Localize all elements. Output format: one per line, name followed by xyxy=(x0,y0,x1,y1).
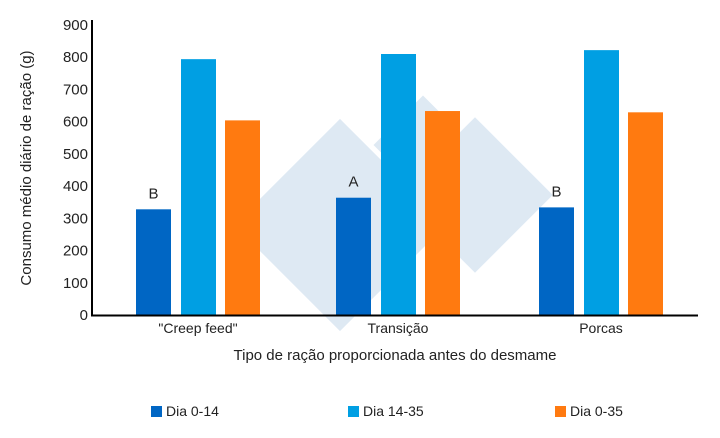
legend-swatch xyxy=(151,406,162,417)
y-axis-label: Consumo médio diário de ração (g) xyxy=(18,50,35,285)
y-tick-label: 0 xyxy=(80,307,88,324)
bar-dia-0-14 xyxy=(539,207,574,315)
bar-dia-14-35 xyxy=(381,54,416,315)
y-tick-label: 500 xyxy=(63,146,88,163)
y-tick-label: 600 xyxy=(63,114,88,131)
legend-swatch xyxy=(348,406,359,417)
bar-dia-0-35 xyxy=(425,111,460,316)
bar-dia-14-35 xyxy=(181,59,216,316)
legend-item: Dia 0-14 xyxy=(151,403,219,419)
bar-dia-0-14 xyxy=(136,209,171,315)
significance-label: A xyxy=(348,174,358,191)
legend-item: Dia 0-35 xyxy=(555,403,623,419)
significance-label: B xyxy=(148,185,158,202)
x-tick-label: Transição xyxy=(368,320,429,336)
y-tick-label: 400 xyxy=(63,178,88,195)
bar-dia-0-35 xyxy=(628,112,663,315)
legend-item: Dia 14-35 xyxy=(348,403,424,419)
bar-dia-0-35 xyxy=(225,120,260,315)
significance-label: B xyxy=(551,183,561,200)
x-tick-label: "Creep feed" xyxy=(158,320,237,336)
y-tick-label: 800 xyxy=(63,49,88,66)
legend-label: Dia 0-35 xyxy=(570,403,623,419)
x-tick-label: Porcas xyxy=(579,320,623,336)
legend-swatch xyxy=(555,406,566,417)
legend-label: Dia 14-35 xyxy=(363,403,424,419)
y-tick-label: 700 xyxy=(63,81,88,98)
bar-dia-14-35 xyxy=(584,50,619,316)
y-tick-label: 200 xyxy=(63,243,88,260)
y-tick-label: 900 xyxy=(63,17,88,34)
legend-label: Dia 0-14 xyxy=(166,403,219,419)
x-axis-label: Tipo de ração proporcionada antes do des… xyxy=(234,347,557,364)
bar-dia-0-14 xyxy=(336,197,371,315)
y-tick-label: 100 xyxy=(63,275,88,292)
y-tick-label: 300 xyxy=(63,210,88,227)
